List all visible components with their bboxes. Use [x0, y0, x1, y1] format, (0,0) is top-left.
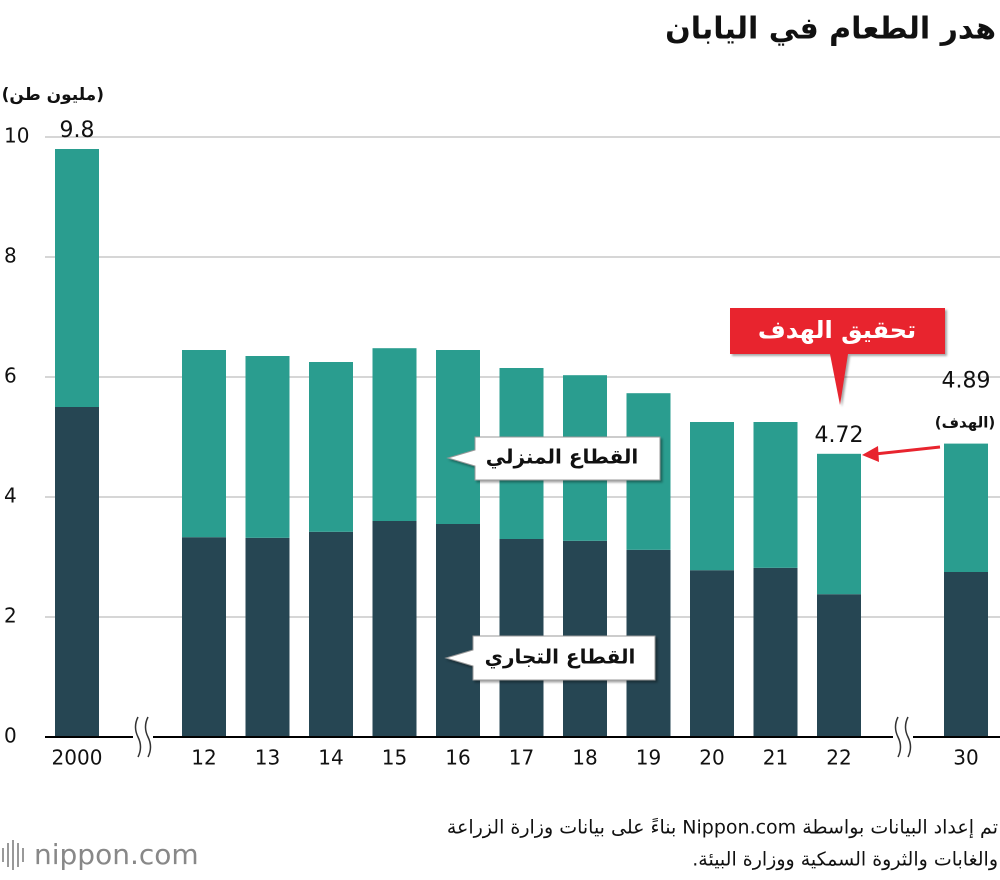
bar-segment [817, 594, 861, 737]
target-arrow [862, 445, 941, 462]
total-label: 9.8 [60, 118, 95, 143]
x-tick-label: 17 [509, 746, 534, 770]
bar-segment [309, 362, 353, 532]
bar-segment [436, 350, 480, 524]
chart-title: هدر الطعام في اليابان [665, 12, 996, 47]
x-tick-label: 30 [953, 746, 978, 770]
bar-segment [182, 537, 226, 737]
axis-break [133, 715, 913, 758]
bar-segment [753, 567, 798, 737]
x-tick-label: 19 [636, 746, 661, 770]
bar-segment [944, 572, 988, 737]
x-tick-label: 14 [318, 746, 343, 770]
bar-segment [55, 407, 99, 737]
bar-segment [372, 348, 417, 521]
bar-segment [690, 570, 734, 737]
x-tick-label: 13 [255, 746, 280, 770]
bar-segment [436, 524, 480, 737]
y-axis-label: (مليون طن) [2, 85, 104, 105]
commercial-callout: القطاع التجاري [444, 635, 656, 681]
bars [55, 149, 988, 737]
y-tick-label: 10 [4, 124, 29, 148]
bar-segment [372, 521, 417, 737]
bar-segment [309, 531, 353, 737]
y-tick-label: 0 [4, 724, 17, 748]
y-tick-label: 6 [4, 364, 17, 388]
x-tick-label: 22 [826, 746, 851, 770]
bar-segment [817, 453, 861, 595]
x-tick-label: 18 [572, 746, 597, 770]
y-tick-label: 4 [4, 484, 17, 508]
household-callout: القطاع المنزلي [446, 436, 661, 481]
series-label: القطاع التجاري [485, 645, 636, 670]
x-tick-label: 21 [763, 746, 788, 770]
logo: nippon.com [2, 838, 199, 871]
total-label: 4.72 [815, 423, 864, 448]
annotation: تحقيق الهدف [758, 316, 916, 344]
y-tick-label: 8 [4, 244, 17, 268]
bar-segment [55, 149, 99, 407]
source: والغابات والثروة السمكية ووزارة البيئة. [692, 849, 998, 871]
annotation: (الهدف) [935, 414, 995, 432]
series-label: القطاع المنزلي [486, 445, 639, 470]
x-tick-label: 2000 [52, 746, 103, 770]
y-tick-label: 2 [4, 604, 17, 628]
bar-segment [245, 356, 290, 538]
x-tick-label: 20 [699, 746, 724, 770]
bar-segment [690, 422, 734, 571]
bar-segment [944, 443, 988, 572]
source: تم إعداد البيانات بواسطة Nippon.com بناء… [447, 817, 998, 840]
logo-text: nippon.com [34, 838, 199, 871]
bar-segment [182, 350, 226, 538]
target-callout: تحقيق الهدف [730, 308, 945, 405]
total-label: 4.89 [942, 369, 991, 394]
bar-segment [245, 537, 290, 737]
x-tick-label: 15 [382, 746, 407, 770]
x-tick-label: 16 [445, 746, 470, 770]
bar-segment [753, 422, 798, 568]
x-tick-label: 12 [191, 746, 216, 770]
